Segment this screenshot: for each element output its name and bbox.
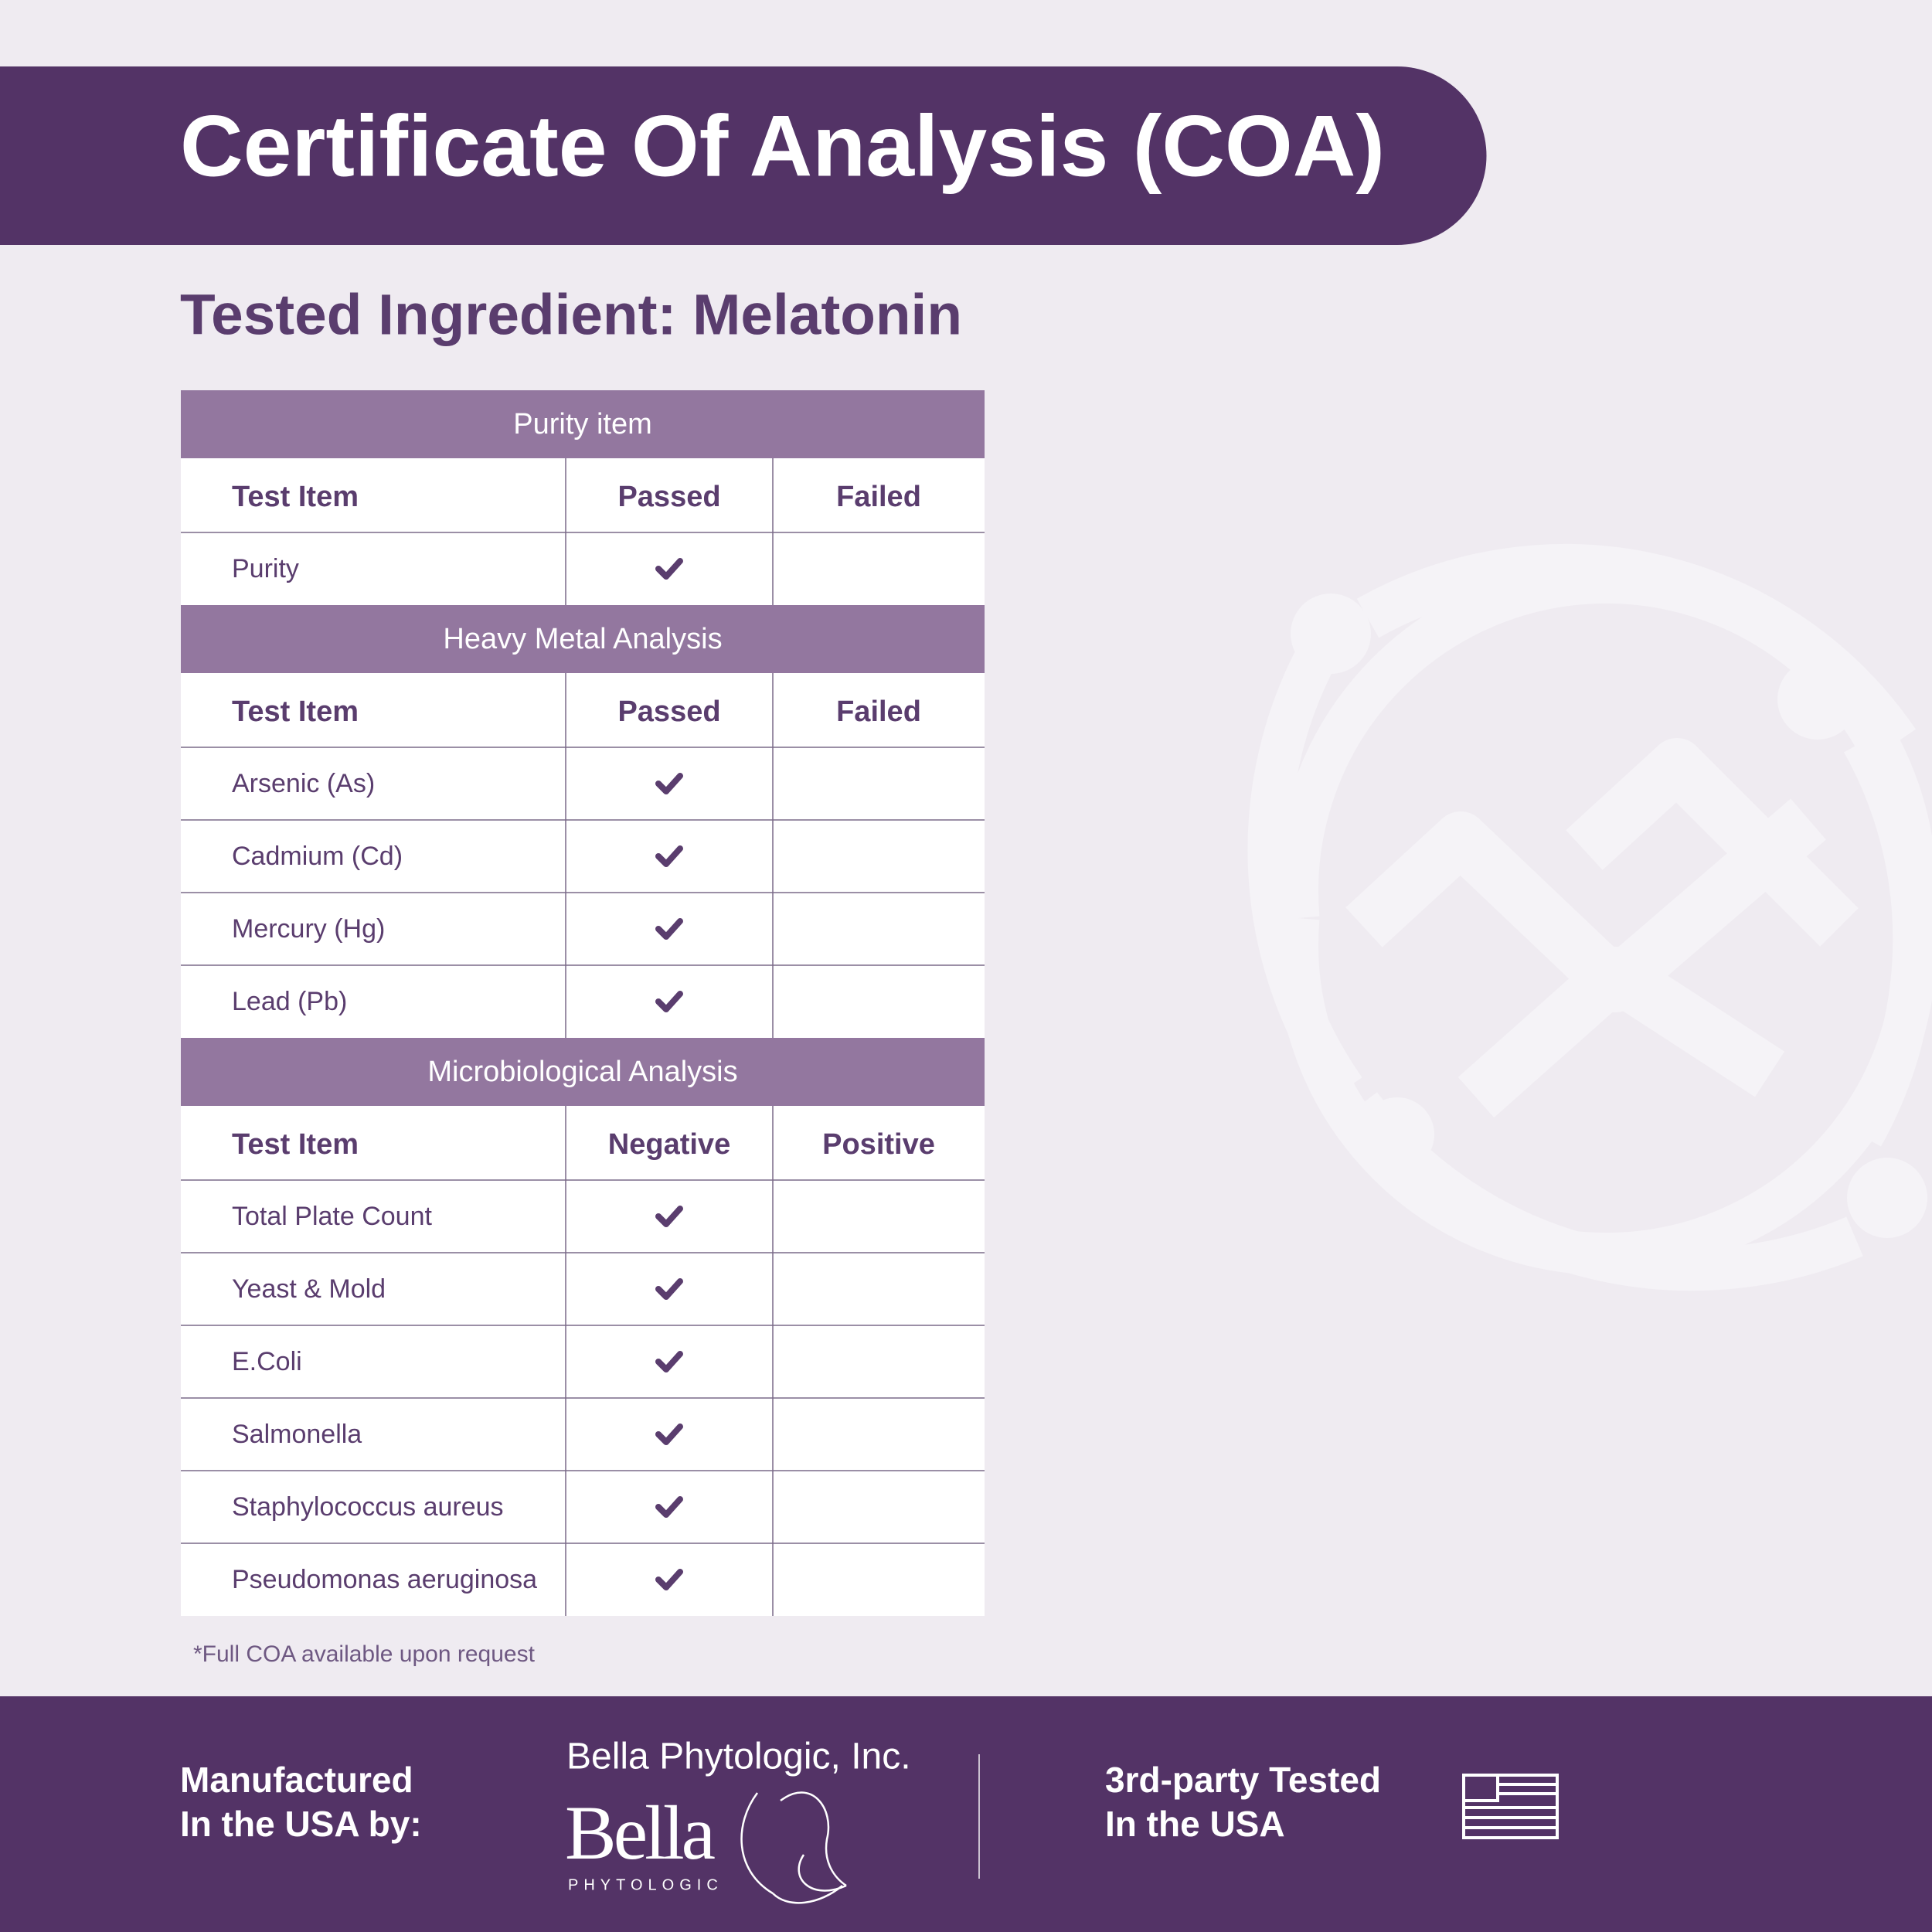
check-icon	[655, 991, 683, 1012]
test-item: Salmonella	[232, 1420, 362, 1449]
section-title: Microbiological Analysis	[427, 1056, 737, 1088]
column-header: Failed	[836, 481, 921, 513]
section-header	[181, 1038, 985, 1106]
check-icon	[655, 1351, 683, 1372]
check-icon	[655, 1278, 683, 1300]
watermark	[1247, 543, 1932, 1291]
column-header: Test Item	[232, 1128, 359, 1161]
footer-tested: In the USA	[1105, 1804, 1285, 1844]
check-icon	[655, 1496, 683, 1518]
logo-name: Bella	[565, 1790, 716, 1876]
column-header: Failed	[836, 696, 921, 728]
test-item: E.Coli	[232, 1347, 302, 1376]
footnote: *Full COA available upon request	[193, 1641, 536, 1667]
test-item: Yeast & Mold	[232, 1274, 386, 1304]
watermark-dots	[1291, 594, 1927, 1238]
check-icon	[655, 1206, 683, 1227]
section-title: Heavy Metal Analysis	[443, 623, 722, 655]
test-item: Pseudomonas aeruginosa	[232, 1565, 537, 1594]
footer-manufactured: In the USA by:	[180, 1804, 422, 1844]
column-header: Negative	[608, 1128, 730, 1161]
section-header	[181, 605, 985, 673]
title-banner	[0, 66, 1487, 245]
section-header	[181, 390, 985, 458]
logo-subtitle: PHYTOLOGIC	[568, 1876, 723, 1893]
check-icon	[655, 845, 683, 867]
test-item: Arsenic (As)	[232, 769, 375, 798]
table-body	[181, 673, 985, 1038]
check-icon	[655, 918, 683, 940]
column-header: Test Item	[232, 696, 359, 728]
section-title: Purity item	[513, 408, 651, 440]
check-icon	[655, 1423, 683, 1445]
test-item: Cadmium (Cd)	[232, 842, 403, 871]
check-icon	[655, 773, 683, 794]
table-body	[181, 1106, 985, 1616]
check-icon	[655, 1569, 683, 1590]
logo-icon	[740, 1791, 847, 1904]
test-item: Lead (Pb)	[232, 987, 347, 1016]
subtitle: Tested Ingredient: Melatonin	[180, 283, 962, 347]
column-header: Positive	[822, 1128, 935, 1161]
table-body	[181, 458, 985, 605]
test-item: Staphylococcus aureus	[232, 1492, 504, 1522]
company-name: Bella Phytologic, Inc.	[566, 1736, 911, 1777]
test-item: Mercury (Hg)	[232, 914, 385, 944]
check-icon	[655, 558, 683, 580]
test-item: Total Plate Count	[232, 1202, 432, 1231]
results-table: Purity item Test Item Passed Failed Purity He…	[181, 390, 985, 1616]
column-header: Passed	[617, 696, 720, 728]
column-header: Test Item	[232, 481, 359, 513]
test-item: Purity	[232, 554, 299, 583]
flag-icon	[1462, 1774, 1559, 1839]
column-header: Passed	[617, 481, 720, 513]
footer-manufactured: Manufactured	[180, 1760, 413, 1800]
footer-tested: 3rd-party Tested	[1105, 1760, 1381, 1800]
footer	[0, 1696, 1932, 1932]
title: Certificate Of Analysis (COA)	[180, 98, 1385, 195]
